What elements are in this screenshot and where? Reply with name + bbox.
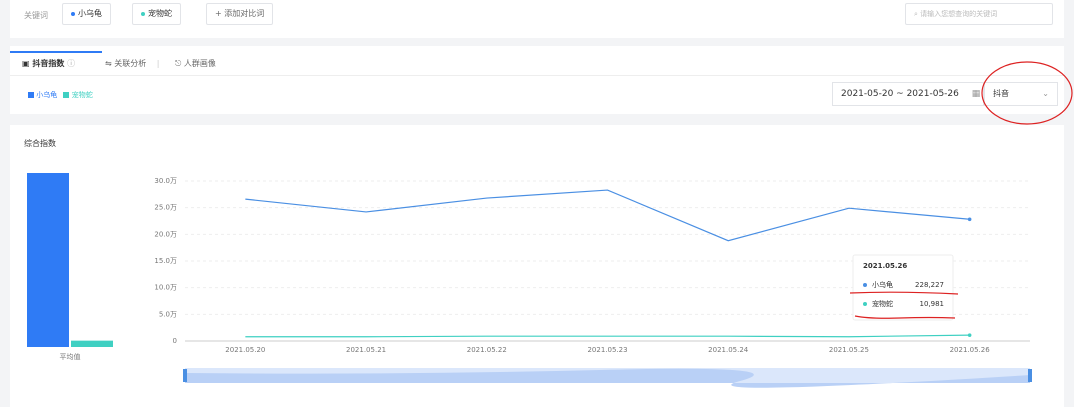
tooltip-value: 228,227 (915, 281, 944, 289)
legend: 小乌龟 宠物蛇 (28, 90, 93, 100)
platform-select[interactable]: 抖音 ⌄ (984, 82, 1058, 106)
y-tick-label: 15.0万 (154, 257, 177, 265)
keyword-chip[interactable]: 宠物蛇 (132, 3, 181, 25)
keyword-chip[interactable]: 小乌龟 (62, 3, 111, 25)
bar (71, 340, 113, 347)
line (245, 189, 970, 242)
tab-label: 抖音指数 (32, 59, 65, 68)
y-tick-label: 0 (173, 337, 177, 345)
tooltip-box (852, 254, 954, 321)
y-tick-label: 10.0万 (154, 284, 177, 292)
legend-label[interactable]: 小乌龟 (36, 91, 58, 99)
keyword-card: 关键词 小乌龟 宠物蛇 + 添加对比词 ⌕ 请输入您想查询的关键词 (10, 0, 1064, 38)
legend-label[interactable]: 宠物蛇 (71, 91, 93, 99)
y-tick-label: 20.0万 (154, 230, 177, 238)
tooltip: 2021.05.26 小乌龟 228,227 宠物蛇 10,981 (852, 254, 954, 321)
x-tick-label: 2021.05.26 (950, 346, 991, 354)
panel-title: 综合指数 (24, 139, 56, 148)
keyword-label: 关键词 (24, 11, 48, 20)
date-picker[interactable]: 2021-05-20 ~ 2021-05-26 ▦ (832, 82, 984, 106)
search-placeholder: 请输入您想查询的关键词 (920, 10, 998, 18)
platform: 抖音 (993, 89, 1009, 98)
tab-active[interactable]: ▣ 抖音指数 ⓘ (10, 51, 102, 75)
divider (10, 75, 1064, 76)
tooltip-name: 宠物蛇 (872, 299, 893, 308)
tooltip-dot (863, 283, 867, 287)
tooltip-value: 10,981 (920, 300, 945, 308)
zoom-handle[interactable] (1028, 369, 1032, 382)
chart: 平均值 0 5.0万 10.0万 15.0万 20.0万 25.0万 30.0万 2021.05… (27, 173, 1032, 388)
keyword: 宠物蛇 (148, 9, 172, 18)
point (967, 333, 972, 337)
tab-card: ▣ 抖音指数 ⓘ ⇋ 关联分析 | ⎋ 人群画像 小乌龟 宠物蛇 2021-05… (10, 46, 1064, 114)
add-label: 添加对比词 (224, 9, 265, 18)
bar (27, 173, 69, 347)
x-tick-label: 2021.05.23 (587, 346, 627, 354)
tab-label: 人群画像 (183, 59, 216, 68)
add-button[interactable]: + 添加对比词 (206, 3, 274, 25)
y-tick-label: 5.0万 (159, 310, 177, 318)
tooltip-name: 小乌龟 (872, 280, 893, 289)
y-tick-label: 30.0万 (154, 177, 177, 185)
x-tick-label: 2021.05.20 (225, 346, 265, 354)
tooltip-dot (863, 302, 867, 306)
search-box[interactable]: ⌕ 请输入您想查询的关键词 (905, 3, 1053, 25)
zoom-handle[interactable] (183, 369, 187, 382)
date-range: 2021-05-20 ~ 2021-05-26 (841, 89, 959, 99)
x-tick-label: 2021.05.21 (346, 346, 386, 354)
point (967, 217, 972, 222)
x-tick-label: 2021.05.24 (708, 346, 749, 354)
x-tick-label: 2021.05.22 (467, 346, 507, 354)
x-tick-label: 2021.05.25 (829, 346, 869, 354)
tooltip-title: 2021.05.26 (863, 262, 907, 270)
line (245, 334, 970, 338)
x-tick-label: 平均值 (60, 352, 81, 361)
keyword: 小乌龟 (78, 9, 102, 18)
tab-label: 关联分析 (114, 59, 147, 68)
zoom-shape (185, 368, 1030, 388)
y-tick-label: 25.0万 (154, 204, 177, 212)
tab[interactable]: ⇋ 关联分析 | (105, 59, 160, 68)
tab[interactable]: ⎋ 人群画像 (175, 59, 216, 68)
